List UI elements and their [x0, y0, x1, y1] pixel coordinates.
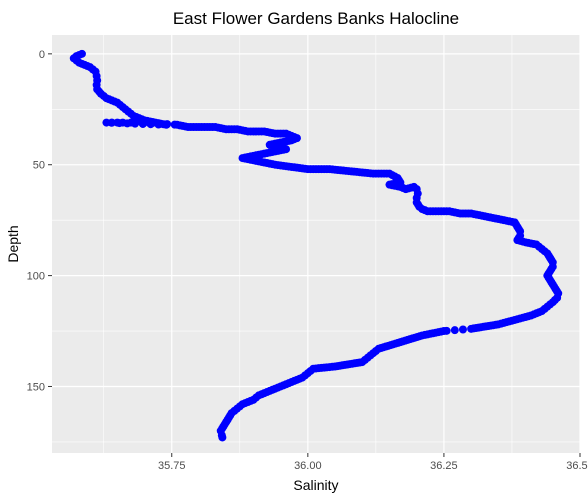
x-axis-ticks: 35.75 36.00 36.25 36.50 — [158, 453, 588, 472]
data-point — [155, 119, 164, 128]
data-point — [450, 326, 459, 335]
plot-panel — [52, 35, 580, 453]
x-tick-label: 35.75 — [158, 460, 186, 472]
x-axis-title: Salinity — [293, 477, 338, 493]
major-grid — [52, 35, 581, 453]
data-point — [467, 324, 476, 333]
data-point — [148, 119, 157, 128]
y-tick-label: 150 — [27, 381, 45, 393]
data-point — [163, 120, 172, 129]
data-point — [218, 433, 227, 442]
minor-grid — [52, 35, 580, 453]
data-point — [458, 325, 467, 334]
data-point — [140, 118, 149, 127]
y-tick-label: 100 — [27, 271, 45, 283]
data-point — [129, 118, 138, 127]
y-tick-label: 0 — [39, 49, 45, 61]
x-tick-label: 36.25 — [430, 460, 458, 472]
data-points — [69, 49, 563, 442]
y-axis-title: Depth — [5, 225, 21, 262]
y-axis-ticks: 0 50 100 150 — [27, 49, 52, 393]
x-tick-label: 36.50 — [566, 460, 588, 472]
x-tick-label: 36.00 — [294, 460, 322, 472]
chart-title: East Flower Gardens Banks Halocline — [173, 9, 459, 28]
data-point — [118, 118, 127, 127]
y-tick-label: 50 — [33, 160, 45, 172]
